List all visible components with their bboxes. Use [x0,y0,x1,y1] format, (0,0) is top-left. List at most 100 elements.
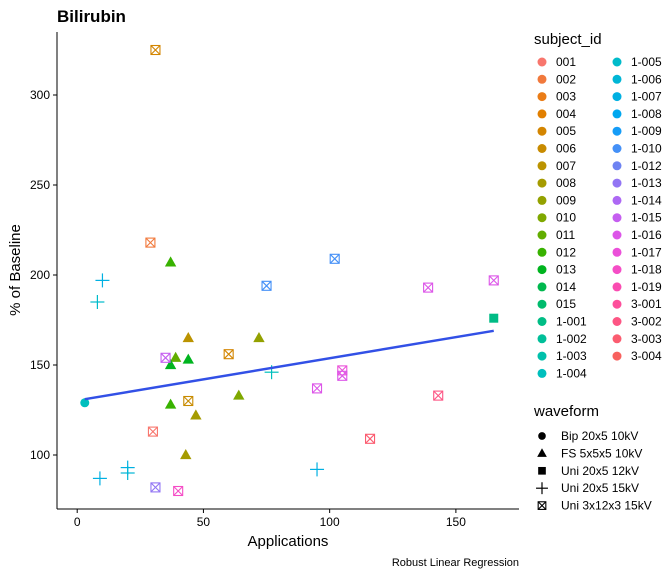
legend-key-circle [537,109,547,119]
subject-legend-item: 003 [537,90,576,104]
subject-legend-label: 003 [556,90,576,104]
subject-legend-label: 008 [556,176,576,190]
subject-legend-label: 002 [556,72,576,86]
data-point [164,359,177,370]
subject-legend-label: 1-006 [631,72,662,86]
x-axis-ticks: 0 50 100 150 [74,509,466,529]
subject-legend-label: 010 [556,211,576,225]
subject-legend-item: 1-002 [537,332,587,346]
subject-legend-item: 3-003 [612,332,662,346]
data-point [310,462,325,477]
subject-legend-item: 1-005 [612,55,662,69]
legend-key-circle [537,334,547,344]
subject-legend-item: 004 [537,107,576,121]
legend-key-circle [537,57,547,67]
legend-key-circle [612,109,622,119]
waveform-legend-label: FS 5x5x5 10kV [561,446,642,460]
subject-legend-label: 1-005 [631,55,662,69]
subject-legend-item: 009 [537,193,576,207]
subject-legend-label: 011 [556,228,575,242]
subject-legend-item: 007 [537,159,576,173]
chart-caption: Robust Linear Regression [392,557,519,569]
waveform-legend-title: waveform [533,403,599,420]
data-point [160,352,171,363]
data-point [337,365,348,376]
legend-key-circle [537,161,547,171]
data-point [169,351,182,362]
subject-legend-item: 1-001 [537,315,587,329]
subject-legend-label: 006 [556,142,576,156]
data-point [488,275,499,286]
subject-legend-title: subject_id [534,31,602,48]
y-tick-label: 300 [30,88,50,102]
data-point [337,370,348,381]
legend-key-circle [612,334,622,344]
subject-legend-item: 012 [537,245,576,259]
subject-legend-label: 1-010 [631,142,662,156]
data-point [92,471,107,486]
subject-legend-item: 1-007 [612,90,662,104]
waveform-legend-label: Uni 20x5 12kV [561,464,639,478]
legend-key-boxx [537,501,547,510]
subject-legend-label: 012 [556,245,576,259]
legend-key-circle [612,299,622,309]
subject-legend-item: 1-019 [612,280,662,294]
data-point [423,282,434,293]
subject-legend-item: 1-008 [612,107,662,121]
subject-legend-label: 1-004 [556,366,587,380]
subject-legend-label: 1-017 [631,245,662,259]
waveform-legend-label: Bip 20x5 10kV [561,429,638,443]
legend-key-square [538,466,546,475]
data-point [145,237,156,248]
subject-legend-label: 013 [556,263,576,277]
data-point [489,313,499,323]
legend-key-circle [612,161,622,171]
data-point [120,466,135,480]
legend-key-circle [537,74,547,84]
legend-key-circle [537,213,547,223]
legend-key-circle [612,74,622,84]
legend-key-circle [537,178,547,188]
data-point [223,349,234,360]
subject-legend-item: 1-017 [612,245,662,259]
x-tick-label: 150 [446,515,466,529]
data-point [183,395,194,407]
legend-key-circle [612,265,622,275]
subject-legend-item: 1-014 [612,193,662,207]
subject-legend-label: 1-019 [631,280,662,294]
data-point [180,449,192,460]
data-point [182,353,194,364]
subject-legend-item: 010 [537,211,576,225]
plot-area: 0 50 100 150 100 150 200 250 300 [30,32,519,529]
data-point [261,280,272,291]
data-point [364,433,376,444]
subject-legend-item: 011 [537,228,575,242]
y-axis-title: % of Baseline [7,224,24,316]
subject-legend-label: 1-012 [631,159,662,173]
waveform-legend-item: Bip 20x5 10kV [538,429,638,443]
subject-legend-label: 007 [556,159,576,173]
data-point [190,409,202,420]
subject-legend-item: 1-016 [612,228,662,242]
subject-legend-item: 008 [537,176,576,190]
subject-legend-item: 014 [537,280,576,294]
subject-legend-item: 3-002 [612,315,662,329]
legend-key-circle [537,195,547,205]
legend-key-circle [537,126,547,136]
data-point [182,332,194,343]
legend-key-circle [537,92,547,102]
legend-key-circle [612,144,622,153]
legend-key-circle [537,299,547,309]
subject-legend-label: 014 [556,280,576,294]
waveform-legend: waveform Bip 20x5 10kV FS 5x5x5 10kV Uni 2… [533,403,652,513]
subject-legend-item: 006 [537,142,576,156]
regression-line [84,329,494,401]
waveform-legend-label: Uni 3x12x3 15kV [561,499,652,513]
data-point [95,273,110,288]
subject-legend-label: 1-002 [556,332,587,346]
subject-legend-label: 001 [556,55,576,69]
subject-legend-item: 013 [537,263,576,277]
data-point [233,389,245,400]
subject-legend-item: 3-004 [612,349,662,363]
subject-legend-item: 1-018 [612,263,662,277]
